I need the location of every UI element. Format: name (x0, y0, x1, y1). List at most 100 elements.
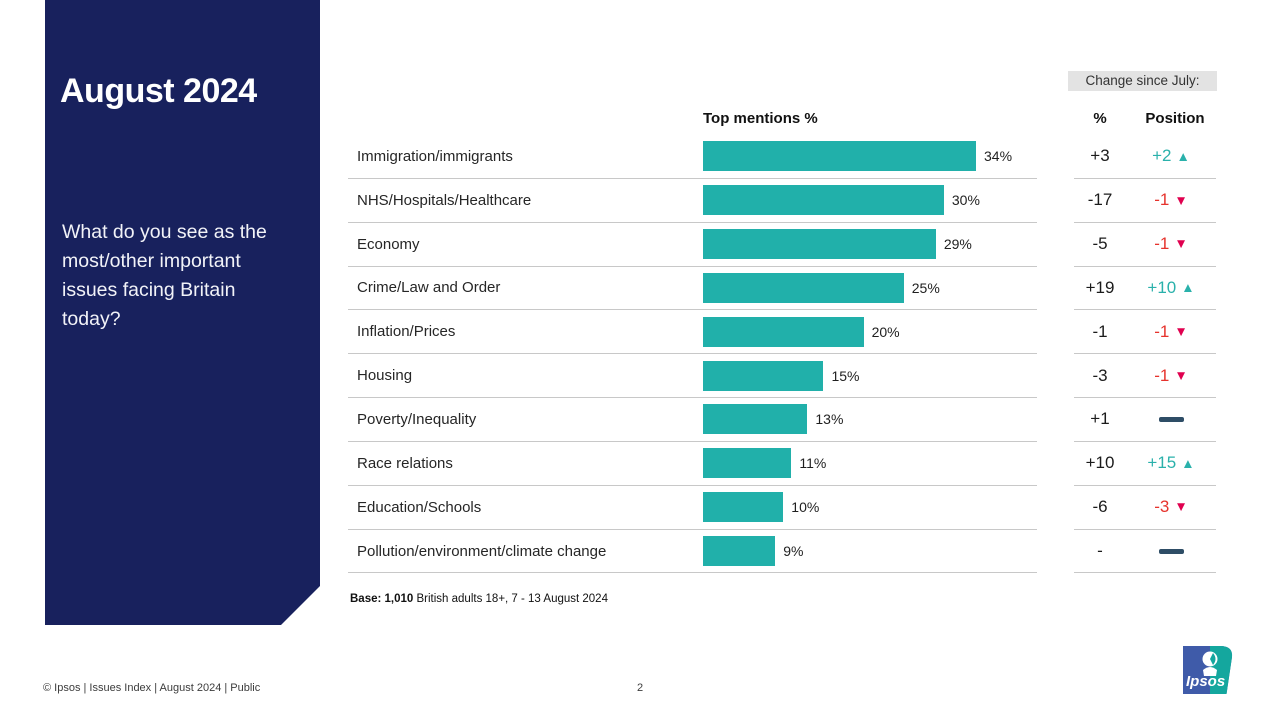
position-change-label: -1 (1154, 234, 1170, 254)
bar-value-label: 13% (815, 411, 844, 428)
position-change-label: +10 (1147, 277, 1177, 297)
footer-copyright: © Ipsos | Issues Index | August 2024 | P… (43, 682, 261, 694)
row-change: +3 +2 ▲ (1074, 135, 1216, 179)
row-change: +19 +10 ▲ (1074, 267, 1216, 311)
ipsos-logo: Ipsos (1183, 646, 1233, 694)
down-triangle-icon: ▼ (1174, 499, 1188, 515)
row-main: Inflation/Prices 20% (348, 310, 1037, 355)
position-change-label: +15 (1147, 453, 1177, 473)
row-change: +10 +15 ▲ (1074, 442, 1216, 486)
row-main: NHS/Hospitals/Healthcare 30% (348, 179, 1037, 223)
row-gap (1037, 398, 1074, 442)
bar (703, 141, 977, 172)
bar-wrap: 13% (703, 404, 1037, 435)
row-main: Economy 29% (348, 223, 1037, 267)
row-gap (1037, 486, 1074, 530)
position-change (1126, 416, 1216, 422)
bar-wrap: 9% (703, 536, 1037, 567)
bar (703, 185, 944, 216)
position-change-label: -3 (1154, 497, 1170, 517)
base-note-rest: British adults 18+, 7 - 13 August 2024 (416, 593, 608, 605)
bar-value-label: 9% (783, 543, 804, 560)
down-triangle-icon: ▼ (1174, 236, 1188, 252)
row-gap (1037, 310, 1074, 354)
table-row: Housing 15% -3 -1 ▼ (348, 354, 1216, 399)
row-gap (1037, 135, 1074, 179)
page-number: 2 (636, 682, 644, 694)
survey-question-text: What do you see as the most/other import… (62, 221, 267, 330)
base-note-bold: Base: 1,010 (350, 593, 414, 605)
table-row: Crime/Law and Order 25% +19 +10 ▲ (348, 267, 1216, 311)
down-triangle-icon: ▼ (1174, 367, 1188, 383)
row-change: -17 -1 ▼ (1074, 179, 1216, 223)
bar (703, 492, 784, 523)
row-gap (1037, 442, 1074, 486)
bar-wrap: 20% (703, 316, 1037, 347)
row-main: Crime/Law and Order 25% (348, 267, 1037, 311)
category-label: Economy (357, 235, 420, 253)
bar (703, 229, 936, 260)
row-change: -5 -1 ▼ (1074, 223, 1216, 267)
position-change: +2 ▲ (1126, 146, 1216, 166)
top-mentions-header: Top mentions % (703, 110, 818, 127)
position-change (1126, 548, 1216, 554)
position-change-label: -1 (1154, 190, 1170, 210)
bar-value-label: 30% (951, 192, 980, 209)
bar-wrap: 15% (703, 360, 1037, 391)
row-main: Housing 15% (348, 354, 1037, 399)
bar-wrap: 10% (703, 492, 1037, 523)
bar (703, 448, 792, 479)
bar (703, 536, 776, 567)
position-change: +15 ▲ (1126, 453, 1216, 473)
row-change: -3 -1 ▼ (1074, 354, 1216, 399)
row-gap (1037, 267, 1074, 311)
change-pct-value: +1 (1090, 409, 1110, 429)
category-label: Pollution/environment/climate change (357, 542, 607, 560)
category-label: Education/Schools (357, 498, 482, 516)
row-main: Race relations 11% (348, 442, 1037, 486)
change-pct-value: -5 (1092, 234, 1108, 254)
position-column-header: Position (1145, 110, 1205, 127)
category-label: Inflation/Prices (357, 323, 456, 341)
position-change: -1 ▼ (1126, 322, 1216, 342)
bar-wrap: 34% (703, 141, 1037, 172)
row-change: -6 -3 ▼ (1074, 486, 1216, 530)
bar-wrap: 30% (703, 185, 1037, 216)
position-change: -3 ▼ (1126, 497, 1216, 517)
row-gap (1037, 179, 1074, 223)
bar-wrap: 29% (703, 229, 1037, 260)
bar (703, 272, 904, 303)
bar-value-label: 10% (791, 499, 820, 516)
table-row: Education/Schools 10% -6 -3 ▼ (348, 486, 1216, 530)
bar-value-label: 11% (799, 455, 827, 472)
up-triangle-icon: ▲ (1181, 455, 1195, 471)
page-title: August 2024 (60, 72, 257, 110)
table-row: Race relations 11% +10 +15 ▲ (348, 442, 1216, 486)
change-pct-value: -6 (1092, 497, 1108, 517)
row-gap (1037, 354, 1074, 398)
bar-value-label: 25% (911, 279, 940, 296)
change-pct-value: +3 (1090, 146, 1110, 166)
logo-face-neck (1203, 667, 1217, 676)
table-row: Poverty/Inequality 13% +1 (348, 398, 1216, 442)
down-triangle-icon: ▼ (1174, 324, 1188, 340)
up-triangle-icon: ▲ (1176, 148, 1190, 164)
bar-value-label: 20% (871, 323, 900, 340)
bar-wrap: 11% (703, 448, 1037, 479)
change-pct-value: -17 (1087, 190, 1113, 210)
row-gap (1037, 223, 1074, 267)
position-change-label: +2 (1152, 146, 1172, 166)
row-change: +1 (1074, 398, 1216, 442)
change-since-july-label: Change since July: (1068, 71, 1217, 91)
category-label: Race relations (357, 454, 453, 472)
bar-value-label: 34% (984, 148, 1013, 165)
bar-wrap: 25% (703, 272, 1037, 303)
pct-column-header: % (1093, 110, 1107, 127)
row-gap (1037, 530, 1074, 574)
chart-rows: Immigration/immigrants 34% +3 +2 ▲ NHS/Ho… (348, 135, 1216, 574)
position-change: -1 ▼ (1126, 234, 1216, 254)
table-row: Immigration/immigrants 34% +3 +2 ▲ (348, 135, 1216, 179)
change-pct-value: -1 (1092, 321, 1108, 341)
no-change-dash-icon (1158, 416, 1184, 422)
